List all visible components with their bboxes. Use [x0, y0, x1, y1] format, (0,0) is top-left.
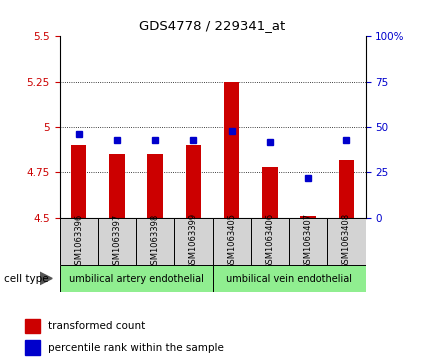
Bar — [174, 218, 212, 265]
Bar — [109, 154, 125, 218]
Bar — [60, 218, 98, 265]
Text: GSM1063399: GSM1063399 — [189, 213, 198, 269]
Text: umbilical vein endothelial: umbilical vein endothelial — [226, 274, 352, 284]
Text: GSM1063406: GSM1063406 — [265, 213, 275, 269]
Bar — [212, 265, 366, 292]
Text: umbilical artery endothelial: umbilical artery endothelial — [68, 274, 204, 284]
Bar — [212, 218, 251, 265]
Text: transformed count: transformed count — [48, 321, 145, 331]
Bar — [251, 218, 289, 265]
Title: GDS4778 / 229341_at: GDS4778 / 229341_at — [139, 19, 286, 32]
Text: percentile rank within the sample: percentile rank within the sample — [48, 343, 224, 352]
Bar — [71, 145, 86, 218]
Bar — [339, 160, 354, 218]
Bar — [25, 340, 40, 355]
Bar — [98, 218, 136, 265]
Text: cell type: cell type — [4, 274, 49, 284]
Text: GSM1063405: GSM1063405 — [227, 213, 236, 269]
Text: GSM1063398: GSM1063398 — [150, 213, 160, 269]
Bar — [60, 265, 212, 292]
Bar — [224, 82, 239, 218]
Bar — [300, 216, 316, 218]
Polygon shape — [40, 272, 52, 285]
Bar — [327, 218, 366, 265]
Bar — [147, 154, 163, 218]
Bar — [262, 167, 278, 218]
Bar — [186, 145, 201, 218]
Text: GSM1063397: GSM1063397 — [112, 213, 122, 269]
Text: GSM1063408: GSM1063408 — [342, 213, 351, 269]
Bar — [136, 218, 174, 265]
Text: GSM1063396: GSM1063396 — [74, 213, 83, 269]
Text: GSM1063407: GSM1063407 — [303, 213, 313, 269]
Bar — [25, 319, 40, 333]
Bar — [289, 218, 327, 265]
